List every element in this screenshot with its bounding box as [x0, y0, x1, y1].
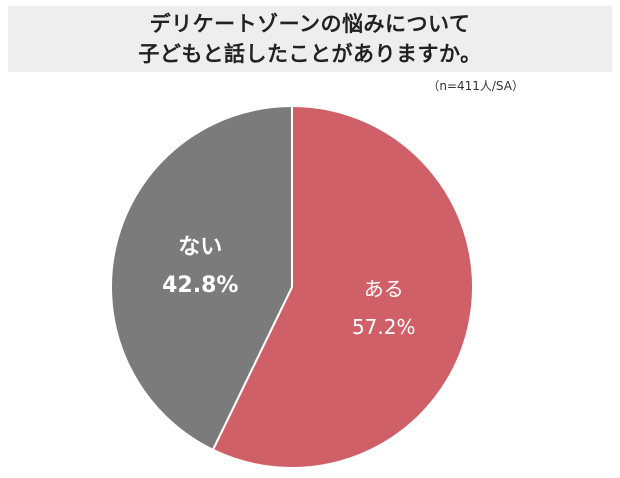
chart-title: デリケートゾーンの悩みについて 子どもと話したことがありますか。 [8, 6, 612, 72]
slice-label-yes: ある [364, 277, 404, 301]
chart-title-line-1: デリケートゾーンの悩みについて [149, 12, 471, 36]
slice-label-no: ない [178, 235, 222, 260]
slice-value-yes: 57.2% [352, 315, 416, 339]
chart-title-line-2: 子どもと話したことがありますか。 [138, 42, 482, 66]
slice-value-no: 42.8% [162, 273, 238, 298]
pie-slice-no [110, 104, 293, 452]
sample-size-note: （n=411人/SA） [427, 79, 524, 93]
pie-slice-yes [211, 104, 474, 469]
